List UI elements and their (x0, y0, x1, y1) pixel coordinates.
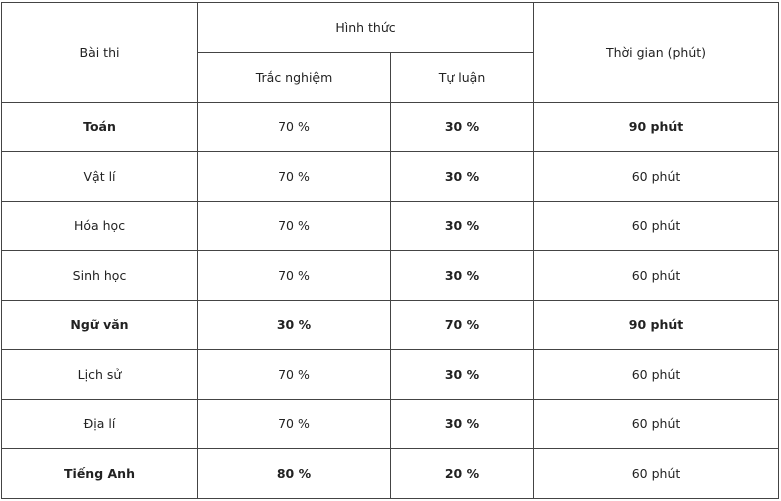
cell: 60 phút (533, 398, 779, 449)
header-cell: Bài thi (1, 2, 198, 103)
cell: 60 phút (533, 448, 779, 499)
cell: 20 % (390, 448, 534, 499)
row: Tiếng Anh 80 % 20 % 60 phút (1, 448, 779, 499)
row: Lịch sử 70 % 30 % 60 phút (1, 349, 779, 400)
cell: 70 % (197, 200, 391, 251)
cell: Tiếng Anh (1, 448, 198, 499)
cell: 30 % (390, 101, 534, 152)
header-cell: Tự luận (390, 52, 534, 103)
cell: Hóa học (1, 200, 198, 251)
header-cell: Trắc nghiệm (197, 52, 391, 103)
cell: Ngữ văn (1, 299, 198, 350)
header-cell: Hình thức (197, 2, 534, 53)
row: Ngữ văn 30 % 70 % 90 phút (1, 299, 779, 350)
cell: 30 % (390, 398, 534, 449)
cell: 60 phút (533, 349, 779, 400)
header-row: Bài thi Hình thức Thời gian (phút) (1, 2, 779, 103)
cell: Toán (1, 101, 198, 152)
cell: 70 % (197, 398, 391, 449)
cell: 80 % (197, 448, 391, 499)
cell: 90 phút (533, 299, 779, 350)
cell: 70 % (197, 101, 391, 152)
cell: 70 % (390, 299, 534, 350)
cell: Vật lí (1, 151, 198, 202)
row: Sinh học 70 % 30 % 60 phút (1, 250, 779, 301)
header-row: Trắc nghiệm Tự luận (2, 52, 779, 103)
row: Toán 70 % 30 % 90 phút (1, 101, 779, 152)
cell: 70 % (197, 151, 391, 202)
cell: Địa lí (1, 398, 198, 449)
header-cell: Thời gian (phút) (533, 2, 779, 103)
row: Hóa học 70 % 30 % 60 phút (1, 200, 779, 251)
cell: 30 % (390, 349, 534, 400)
cell: 30 % (390, 200, 534, 251)
row: Địa lí 70 % 30 % 60 phút (1, 398, 779, 449)
row: Vật lí 70 % 30 % 60 phút (1, 151, 779, 202)
cell: 60 phút (533, 151, 779, 202)
cell: 60 phút (533, 250, 779, 301)
cell: 70 % (197, 250, 391, 301)
cell: 30 % (390, 250, 534, 301)
cell: 30 % (197, 299, 391, 350)
cell: 90 phút (533, 101, 779, 152)
cell: Lịch sử (1, 349, 198, 400)
cell: 60 phút (533, 200, 779, 251)
cell: 30 % (390, 151, 534, 202)
cell: 70 % (197, 349, 391, 400)
cell: Sinh học (1, 250, 198, 301)
